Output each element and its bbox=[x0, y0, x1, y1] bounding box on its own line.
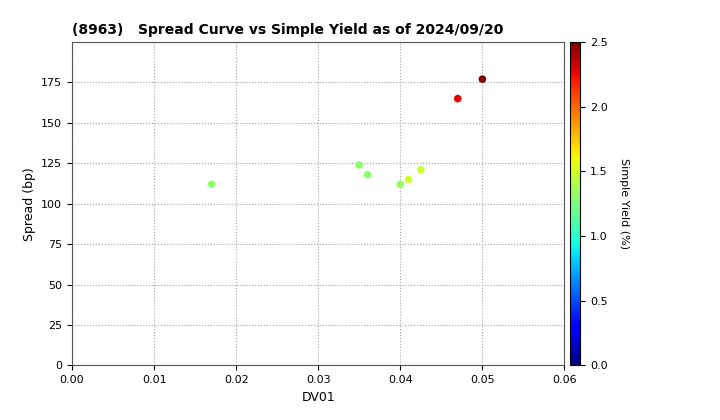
Point bbox=[354, 162, 365, 168]
Text: (8963)   Spread Curve vs Simple Yield as of 2024/09/20: (8963) Spread Curve vs Simple Yield as o… bbox=[72, 23, 503, 37]
Y-axis label: Spread (bp): Spread (bp) bbox=[22, 167, 35, 241]
Point bbox=[361, 171, 373, 178]
Point bbox=[395, 181, 406, 188]
X-axis label: DV01: DV01 bbox=[302, 391, 335, 404]
Point bbox=[415, 166, 426, 173]
Point bbox=[206, 181, 217, 188]
Point bbox=[402, 176, 414, 183]
Y-axis label: Simple Yield (%): Simple Yield (%) bbox=[618, 158, 629, 249]
Point bbox=[477, 76, 488, 83]
Point bbox=[452, 95, 464, 102]
